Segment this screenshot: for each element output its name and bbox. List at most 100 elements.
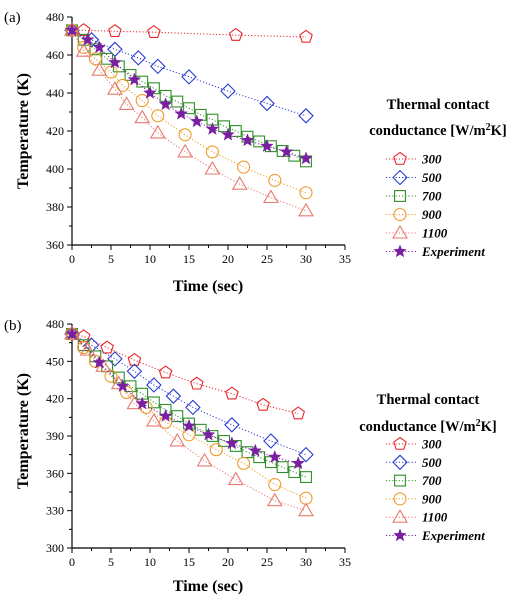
legend-label-b-700: 700 — [422, 473, 442, 488]
series-b-300 — [65, 326, 306, 420]
data-point-a-900 — [77, 40, 91, 54]
series-a-1100 — [64, 22, 314, 217]
legend-marker-a-1100 — [392, 224, 408, 239]
data-point-b-experiment — [248, 443, 263, 457]
legend-marker-b-300 — [393, 436, 407, 450]
data-point-b-experiment — [182, 418, 196, 432]
data-point-a-700 — [147, 82, 160, 95]
legend-item-a-900: 900 — [386, 207, 442, 222]
data-point-a-1100 — [231, 176, 248, 190]
data-point-a-500 — [181, 69, 197, 85]
data-point-b-1100 — [227, 471, 244, 486]
data-point-b-experiment — [65, 326, 79, 340]
data-point-a-300 — [299, 29, 313, 43]
series-a-experiment — [65, 23, 313, 165]
data-point-b-experiment — [92, 355, 107, 369]
data-point-b-300 — [256, 397, 270, 411]
legend-item-b-experiment: Experiment — [386, 528, 485, 543]
x-tick-label-a-30: 30 — [300, 252, 312, 266]
data-point-a-700 — [253, 135, 266, 148]
legend-label-a-experiment: Experiment — [421, 244, 485, 259]
legend-marker-a-700 — [394, 190, 406, 202]
legend-label-b-500: 500 — [422, 455, 442, 470]
data-point-a-900 — [116, 78, 130, 92]
x-tick-label-b-25: 25 — [261, 555, 273, 569]
data-point-a-900 — [151, 109, 165, 123]
data-point-b-500 — [165, 388, 182, 404]
data-point-b-experiment — [291, 456, 306, 470]
data-point-b-1100 — [196, 452, 213, 467]
series-line-a-900 — [71, 30, 307, 194]
data-point-b-experiment — [267, 449, 282, 463]
x-tick-label-b-10: 10 — [144, 555, 156, 569]
y-tick-label-a-460: 460 — [46, 48, 64, 62]
data-point-b-900 — [182, 428, 196, 442]
x-tick-label-b-35: 35 — [339, 555, 351, 569]
x-tick-label-a-35: 35 — [339, 252, 351, 266]
data-point-b-900 — [237, 456, 251, 470]
data-point-b-experiment — [201, 427, 216, 441]
data-point-b-experiment — [158, 408, 173, 422]
x-axis-title-a: Time (sec) — [173, 278, 243, 295]
y-tick-label-b-450: 450 — [46, 354, 64, 368]
data-point-b-700 — [300, 471, 312, 484]
data-point-a-300 — [147, 25, 161, 39]
legend-title-line1-b: Thermal contact — [377, 392, 480, 408]
data-point-b-500 — [64, 326, 80, 342]
data-point-a-experiment — [240, 133, 255, 147]
data-point-b-300 — [225, 386, 239, 400]
data-point-a-experiment — [127, 72, 142, 86]
chart-panel-b: 0 5 10 15 20 25 30 35 300 330 360 390 420 450 480 (b) Ti… — [4, 317, 497, 595]
data-point-a-900 — [205, 145, 219, 159]
legend-item-a-500: 500 — [386, 169, 442, 186]
series-line-a-700 — [71, 29, 307, 162]
y-tick-label-b-480: 480 — [46, 317, 64, 331]
data-point-a-700 — [171, 95, 184, 108]
data-point-b-700 — [241, 446, 254, 459]
legend-label-a-1100: 1100 — [422, 226, 448, 241]
data-point-a-experiment — [80, 32, 95, 46]
legend-marker-a-500 — [392, 169, 408, 186]
data-point-a-1100 — [149, 124, 166, 139]
data-point-b-1100 — [145, 412, 162, 427]
data-point-a-experiment — [205, 121, 220, 135]
data-point-b-500 — [263, 433, 279, 449]
data-point-a-experiment — [92, 40, 107, 54]
legend-marker-b-experiment — [393, 528, 407, 542]
data-point-a-900 — [237, 160, 251, 174]
data-point-a-1100 — [204, 160, 221, 175]
data-point-a-experiment — [299, 151, 313, 165]
legend-marker-a-300 — [393, 151, 407, 165]
data-point-a-700 — [229, 125, 242, 137]
data-point-b-300 — [127, 352, 142, 366]
data-point-b-700 — [253, 451, 266, 464]
data-point-b-900 — [120, 385, 134, 399]
legend-marker-a-experiment — [393, 244, 407, 258]
series-a-500 — [64, 22, 314, 124]
legend-marker-b-500 — [392, 454, 408, 471]
y-axis-title-b: Temperature (K) — [15, 373, 32, 489]
data-point-b-300 — [291, 406, 306, 420]
data-point-a-500 — [64, 22, 80, 39]
x-axis-title-b: Time (sec) — [173, 578, 243, 595]
panel-label-a: (a) — [4, 10, 21, 26]
series-line-b-500 — [71, 333, 307, 456]
y-tick-label-a-360: 360 — [46, 238, 64, 252]
series-line-a-500 — [71, 29, 307, 117]
data-point-b-900 — [209, 443, 223, 457]
data-point-a-900 — [178, 128, 192, 142]
legend-title-line2-b: conductance [W/m2K] — [359, 418, 497, 435]
data-point-a-500 — [220, 83, 236, 99]
data-point-a-900 — [299, 186, 313, 200]
data-point-a-500 — [130, 50, 147, 66]
data-point-b-1100 — [169, 432, 186, 447]
data-point-a-500 — [298, 108, 314, 124]
x-tick-label-b-30: 30 — [300, 555, 312, 569]
x-tick-label-b-20: 20 — [222, 555, 234, 569]
data-point-b-500 — [146, 377, 162, 393]
data-point-a-experiment — [65, 23, 79, 37]
data-point-b-1100 — [298, 502, 314, 517]
legend-label-a-900: 900 — [422, 207, 442, 222]
data-point-a-experiment — [108, 55, 122, 69]
series-a-300 — [65, 23, 313, 43]
